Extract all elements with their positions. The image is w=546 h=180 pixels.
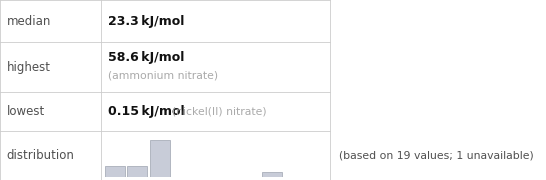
Text: (ammonium nitrate): (ammonium nitrate) [108,70,218,80]
Text: highest: highest [7,60,51,74]
Text: 58.6 kJ/mol: 58.6 kJ/mol [108,51,184,64]
Bar [150,140,170,177]
Text: lowest: lowest [7,105,45,118]
Text: (based on 19 values; 1 unavailable): (based on 19 values; 1 unavailable) [339,151,533,161]
Text: (nickel(II) nitrate): (nickel(II) nitrate) [165,107,266,117]
Bar [262,172,282,177]
Bar [105,166,125,177]
Bar [127,166,147,177]
Text: 23.3 kJ/mol: 23.3 kJ/mol [108,15,184,28]
Text: distribution: distribution [7,149,74,162]
Text: median: median [7,15,51,28]
Text: 0.15 kJ/mol: 0.15 kJ/mol [108,105,184,118]
